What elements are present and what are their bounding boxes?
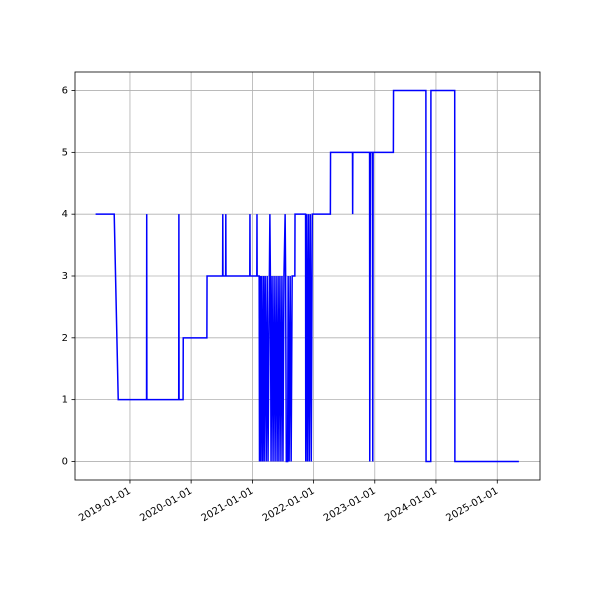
y-tick-label: 2: [62, 333, 68, 344]
x-tick-label: 2022-01-01: [261, 486, 317, 525]
y-tick-label: 3: [62, 271, 68, 282]
x-tick-label: 2024-01-01: [383, 486, 439, 525]
y-tick-label: 0: [62, 456, 68, 467]
data-line: [95, 89, 519, 463]
x-tick-label: 2019-01-01: [77, 486, 133, 525]
plot-frame: [74, 71, 541, 481]
y-tick-label: 4: [62, 209, 68, 220]
x-tick-label: 2025-01-01: [444, 486, 500, 525]
x-tick-label: 2023-01-01: [322, 486, 378, 525]
x-tick-label: 2020-01-01: [138, 486, 194, 525]
y-tick-label: 1: [62, 395, 68, 406]
y-tick-label: 5: [62, 147, 68, 158]
y-tick-label: 6: [62, 86, 68, 97]
x-tick-label: 2021-01-01: [200, 486, 256, 525]
